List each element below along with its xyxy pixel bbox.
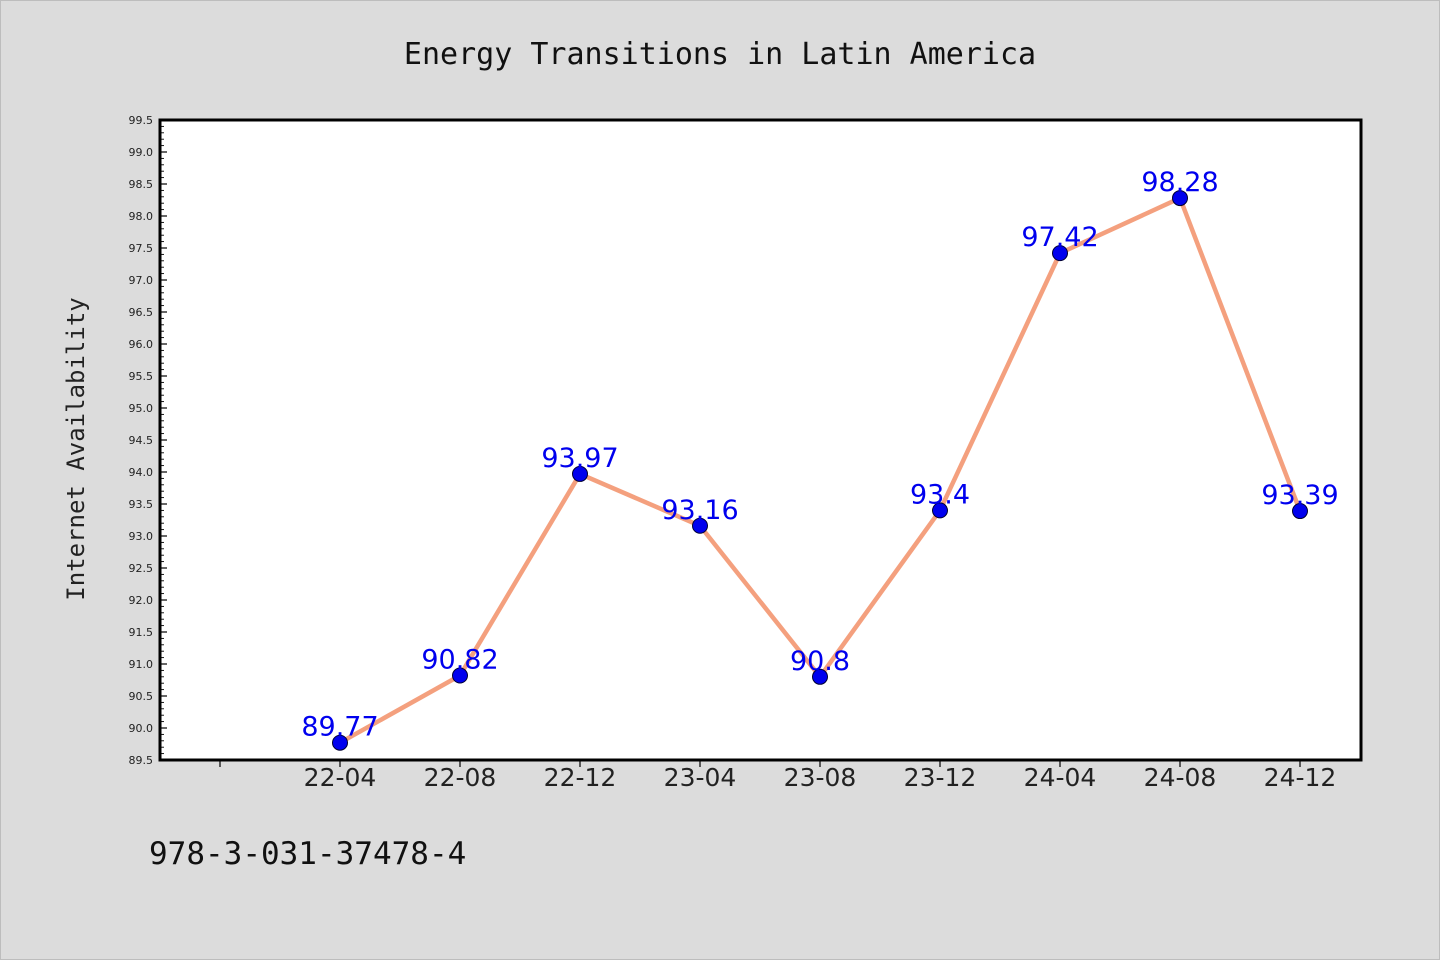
data-point [812, 668, 828, 685]
y-axis: 89.5 90.0 90.5 91.0 91.5 92.0 92.5 93.0 93.5 94.0… [129, 114, 167, 767]
data-label: 97.42 [1021, 222, 1098, 253]
y-tick-label: 95.5 [129, 370, 154, 383]
x-tick-label: 22-04 [304, 763, 377, 792]
data-point [1172, 190, 1188, 207]
data-point [452, 667, 468, 684]
data-point [1292, 503, 1308, 520]
y-axis-title: Internet Availability [62, 297, 90, 600]
y-tick-label: 99.5 [129, 114, 154, 127]
y-tick-label: 95.0 [129, 402, 154, 415]
data-point [572, 465, 588, 482]
y-tick-label: 96.0 [129, 338, 154, 351]
data-label: 93.4 [910, 479, 970, 510]
data-labels: 89.77 90.82 93.97 93.16 90.8 93.4 97.42 98.28 93… [301, 167, 1338, 743]
series-group [332, 190, 1308, 751]
x-tick-label: 24-04 [1024, 763, 1097, 792]
y-tick-label: 94.5 [129, 434, 154, 447]
y-tick-label: 93.0 [129, 530, 154, 543]
plot-area [158, 118, 1363, 762]
x-tick-label: 22-08 [424, 763, 497, 792]
y-tick-label: 90.5 [129, 690, 154, 703]
y-tick-label: 89.5 [129, 754, 154, 767]
data-label: 93.16 [661, 495, 738, 526]
data-point [332, 734, 348, 751]
footnote-isbn: 978-3-031-37478-4 [149, 836, 466, 872]
x-tick-label: 23-12 [904, 763, 977, 792]
data-label: 98.28 [1141, 167, 1218, 198]
data-label: 93.39 [1261, 480, 1338, 511]
x-tick-label: 23-04 [664, 763, 737, 792]
data-label: 90.82 [421, 645, 498, 676]
y-tick-label: 99.0 [129, 146, 154, 159]
x-tick-label: 24-08 [1144, 763, 1217, 792]
x-tick-label: 22-12 [544, 763, 617, 792]
data-point [932, 502, 948, 519]
y-tick-label: 92.0 [129, 594, 154, 607]
y-tick-label: 90.0 [129, 722, 154, 735]
y-tick-label: 91.5 [129, 626, 154, 639]
x-axis: 22-04 22-08 22-12 23-04 23-08 23-12 24-04 24-08… [219, 760, 1337, 792]
y-tick-label: 91.0 [129, 658, 154, 671]
x-tick-label: 23-08 [784, 763, 857, 792]
y-tick-label: 93.5 [129, 498, 154, 511]
y-tick-label: 98.5 [129, 178, 154, 191]
y-tick-label: 94.0 [129, 466, 154, 479]
data-label: 90.8 [790, 646, 850, 677]
y-tick-label: 96.5 [129, 306, 154, 319]
y-tick-label: 92.5 [129, 562, 154, 575]
y-tick-label: 97.0 [129, 274, 154, 287]
y-tick-label: 97.5 [129, 242, 154, 255]
data-label: 93.97 [541, 443, 618, 474]
y-tick-label: 98.0 [129, 210, 154, 223]
data-label: 89.77 [301, 712, 378, 743]
data-point [1052, 245, 1068, 262]
data-point [692, 517, 708, 534]
x-tick-label: 24-12 [1264, 763, 1337, 792]
chart-title: Energy Transitions in Latin America [404, 37, 1036, 72]
